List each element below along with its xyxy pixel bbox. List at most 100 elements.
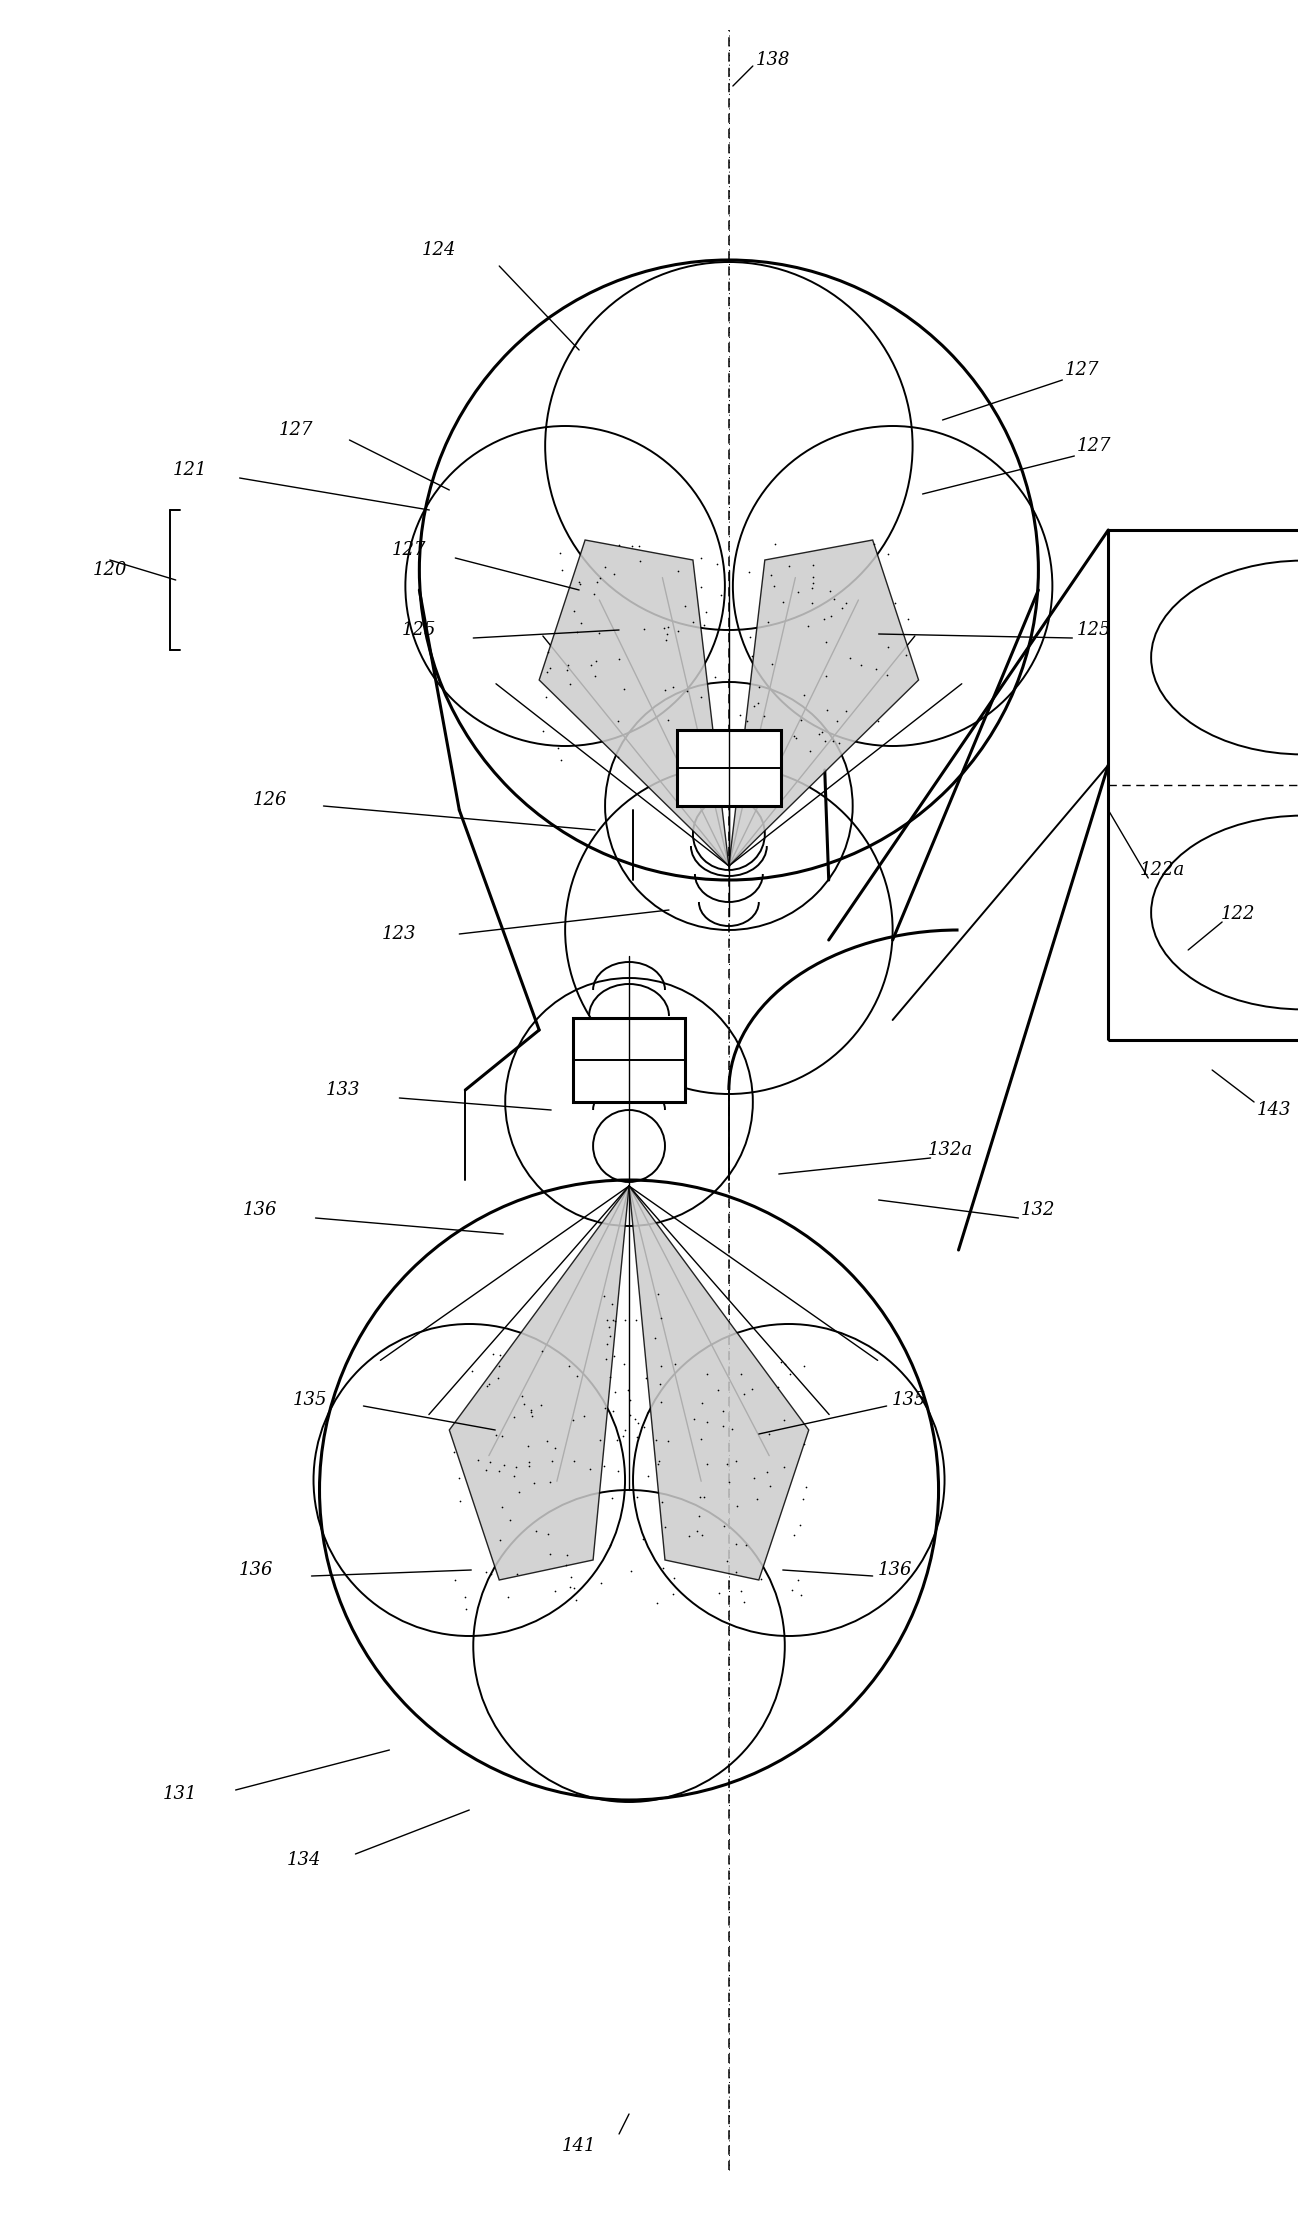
Point: [811, 714, 832, 749]
Point: [589, 1423, 610, 1458]
Point: [759, 1467, 780, 1503]
Point: [632, 1521, 653, 1557]
Point: [613, 1418, 633, 1454]
Point: [803, 546, 824, 582]
Point: [549, 535, 570, 571]
Point: [559, 1570, 580, 1606]
Point: [820, 598, 841, 633]
Point: [607, 738, 628, 774]
Point: [788, 575, 809, 611]
Point: [556, 1548, 576, 1583]
Point: [794, 678, 815, 714]
Point: [635, 1360, 655, 1396]
Point: [757, 1454, 778, 1490]
Text: 136: 136: [239, 1561, 273, 1579]
Point: [793, 1481, 814, 1516]
Point: [532, 714, 553, 749]
Point: [796, 1470, 816, 1505]
Point: [597, 1302, 618, 1338]
Point: [614, 1412, 635, 1447]
Point: [600, 1360, 620, 1396]
Point: [605, 1374, 626, 1409]
Point: [650, 1367, 671, 1403]
Point: [456, 1592, 476, 1628]
Point: [696, 595, 716, 631]
Point: [541, 1443, 562, 1478]
Point: [657, 609, 678, 644]
Text: 132: 132: [1022, 1202, 1055, 1220]
Point: [628, 529, 649, 564]
Text: 127: 127: [1066, 361, 1099, 379]
Point: [619, 1383, 640, 1418]
Point: [520, 1392, 541, 1427]
Point: [566, 613, 587, 649]
Point: [648, 1586, 668, 1621]
Point: [809, 716, 829, 752]
Point: [749, 669, 770, 705]
Point: [692, 1385, 713, 1421]
Point: [758, 604, 779, 640]
Point: [787, 1561, 807, 1597]
Point: [614, 1302, 635, 1338]
Point: [594, 549, 615, 584]
Point: [531, 1334, 552, 1369]
Point: [771, 1345, 792, 1380]
Point: [596, 1340, 617, 1376]
Point: [589, 615, 610, 651]
Text: 122: 122: [1221, 905, 1255, 923]
Point: [639, 1458, 659, 1494]
Point: [684, 1400, 705, 1436]
Point: [759, 1416, 780, 1452]
Point: [803, 560, 824, 595]
Point: [740, 620, 761, 656]
Point: [736, 702, 757, 738]
Point: [823, 582, 844, 618]
Polygon shape: [729, 540, 919, 865]
Point: [814, 723, 835, 758]
Point: [602, 1302, 623, 1338]
Point: [761, 647, 781, 682]
Point: [492, 1490, 513, 1525]
Point: [506, 1557, 527, 1592]
Point: [556, 651, 576, 687]
Polygon shape: [630, 1186, 809, 1581]
Point: [688, 1499, 709, 1534]
Text: 127: 127: [1077, 437, 1111, 455]
Point: [504, 1400, 524, 1436]
Point: [827, 702, 848, 738]
Point: [774, 1403, 794, 1438]
Point: [696, 1445, 716, 1481]
Point: [550, 743, 571, 778]
Point: [627, 1478, 648, 1514]
Point: [587, 564, 607, 600]
Point: [733, 1583, 754, 1619]
Point: [606, 1423, 627, 1458]
Point: [722, 1412, 742, 1447]
Point: [652, 1385, 672, 1421]
Point: [864, 526, 885, 562]
Point: [479, 1443, 500, 1478]
Point: [850, 647, 871, 682]
Point: [707, 546, 728, 582]
Point: [779, 549, 800, 584]
Point: [633, 611, 654, 647]
Point: [585, 642, 606, 678]
Point: [497, 1579, 518, 1615]
Point: [476, 1554, 497, 1590]
Point: [693, 607, 714, 642]
Point: [448, 1461, 469, 1496]
Point: [714, 1507, 735, 1543]
Point: [557, 1539, 578, 1574]
Point: [539, 1536, 559, 1572]
Point: [500, 1503, 520, 1539]
Point: [444, 1563, 465, 1599]
Point: [710, 578, 731, 613]
Point: [797, 609, 818, 644]
Point: [765, 569, 785, 604]
Point: [600, 1318, 620, 1354]
Point: [800, 734, 820, 769]
Text: 126: 126: [252, 792, 287, 809]
Point: [790, 702, 811, 738]
Point: [650, 1349, 671, 1385]
Point: [489, 1336, 510, 1371]
